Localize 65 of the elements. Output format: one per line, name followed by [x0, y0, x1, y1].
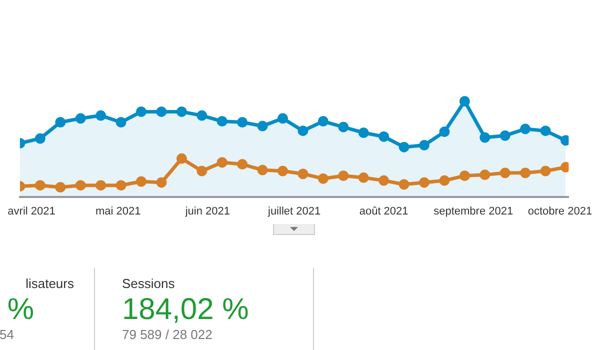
- point: [136, 176, 146, 187]
- point: [500, 130, 510, 141]
- x-tick-label: août 2021: [359, 205, 408, 218]
- point: [176, 106, 187, 117]
- point: [156, 106, 167, 117]
- point: [358, 127, 369, 138]
- point: [439, 175, 450, 186]
- point: [216, 116, 228, 127]
- point: [34, 180, 46, 191]
- point: [237, 159, 248, 170]
- point: [196, 110, 208, 121]
- text: 54: [0, 327, 15, 342]
- point: [439, 126, 450, 138]
- point: [75, 180, 86, 191]
- point: [55, 182, 66, 192]
- point: [378, 131, 390, 142]
- point: [277, 113, 288, 124]
- point: [318, 173, 328, 184]
- x-tick-label: octobre 2021: [528, 205, 592, 218]
- point: [75, 113, 86, 124]
- text: lisateurs: [24, 276, 75, 291]
- point: [378, 175, 390, 186]
- point: [257, 164, 268, 176]
- point: [480, 170, 490, 180]
- point: [500, 168, 510, 178]
- point: [418, 140, 430, 150]
- point: [398, 179, 410, 190]
- x-tick-label: septembre 2021: [434, 205, 514, 218]
- point: [116, 180, 126, 191]
- point: [277, 166, 288, 176]
- point: [540, 126, 551, 136]
- point: [34, 133, 46, 144]
- point: [156, 177, 167, 188]
- point: [459, 96, 470, 106]
- point: [398, 142, 410, 152]
- text: 79 589 / 28 022: [122, 327, 214, 342]
- point: [540, 166, 551, 176]
- point: [298, 126, 308, 136]
- point: [237, 116, 248, 128]
- x-tick-label: juin 2021: [184, 205, 230, 218]
- point: [338, 170, 349, 182]
- point: [418, 177, 430, 188]
- point: [196, 166, 208, 176]
- point: [116, 116, 126, 128]
- point: [96, 180, 106, 191]
- x-tick-label: juillet 2021: [266, 205, 321, 218]
- text: Sessions: [122, 276, 176, 291]
- x-tick-label: mai 2021: [96, 205, 141, 218]
- point: [298, 168, 308, 180]
- point: [520, 124, 531, 134]
- point: [358, 172, 369, 183]
- x-tick-label: avril 2021: [8, 205, 56, 218]
- text: 184,02 %: [122, 293, 250, 327]
- point: [216, 157, 228, 168]
- point: [176, 153, 187, 164]
- point: [136, 106, 146, 117]
- point: [459, 170, 470, 182]
- point: [257, 120, 268, 132]
- point: [520, 168, 531, 178]
- point: [338, 122, 349, 132]
- point: [55, 116, 66, 128]
- point: [318, 116, 328, 127]
- point: [480, 132, 490, 143]
- point: [96, 110, 106, 121]
- text: %: [6, 293, 35, 327]
